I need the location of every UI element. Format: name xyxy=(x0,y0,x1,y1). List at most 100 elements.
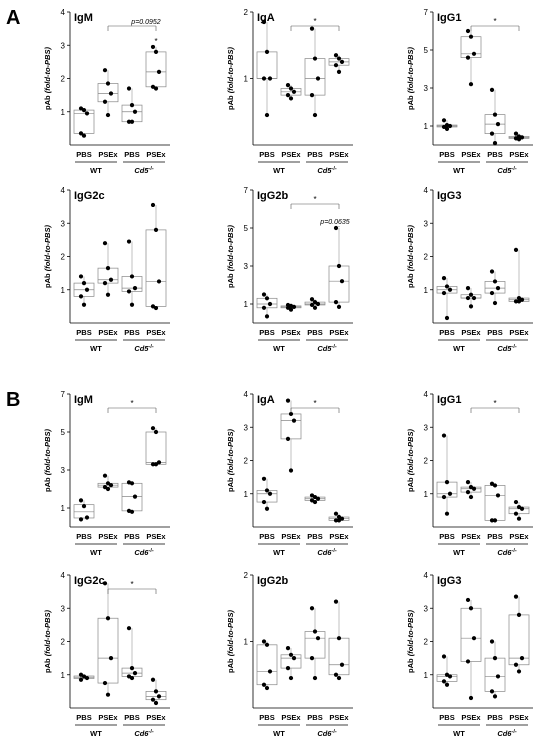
data-point xyxy=(492,112,498,117)
y-tick-label: 1 xyxy=(244,75,249,84)
box-iqr xyxy=(256,644,278,686)
data-point xyxy=(126,626,132,631)
group-label: Cd6-/- xyxy=(317,548,337,557)
y-tick-label: 3 xyxy=(424,84,429,93)
data-point xyxy=(492,656,498,661)
group-label-gene: Cd6 xyxy=(317,729,332,738)
data-point xyxy=(150,44,156,50)
data-point xyxy=(492,483,498,488)
x-category-label: PSEx xyxy=(146,328,166,337)
group-label-gene: Cd5 xyxy=(134,344,149,353)
data-point xyxy=(513,131,519,136)
data-point xyxy=(447,123,453,129)
data-point xyxy=(102,68,108,73)
data-point xyxy=(441,276,447,281)
box-iqr xyxy=(460,607,482,662)
y-tick-label: 3 xyxy=(424,423,429,432)
data-point xyxy=(441,290,447,296)
y-tick-label: 7 xyxy=(61,390,66,399)
data-point xyxy=(288,675,294,681)
data-point xyxy=(126,119,132,124)
group-label-gene: Cd6 xyxy=(497,729,512,738)
data-point xyxy=(489,639,495,644)
data-point xyxy=(489,131,495,136)
data-point xyxy=(156,69,162,74)
data-point xyxy=(150,462,156,467)
x-category-label: PSEx xyxy=(509,532,529,541)
data-point xyxy=(513,511,519,516)
data-point xyxy=(288,411,294,417)
group-label: WT xyxy=(90,548,102,557)
group-label: Cd5-/- xyxy=(134,344,154,353)
box-iqr xyxy=(256,51,278,79)
data-point xyxy=(468,292,474,297)
group-label-superscript: -/- xyxy=(148,344,153,350)
chart-b-igm: IgM 1 3 5 7 pAb (fold-to-PBS) PBS PSEx PBS PSEx WT… xyxy=(43,390,170,557)
group-label: WT xyxy=(453,729,465,738)
group-label-gene: Cd6 xyxy=(497,548,512,557)
data-point xyxy=(285,436,291,441)
data-point xyxy=(309,606,315,611)
data-point xyxy=(309,297,315,302)
data-point xyxy=(84,675,90,681)
y-tick-label: 1 xyxy=(61,286,66,295)
data-point xyxy=(489,689,495,694)
data-point xyxy=(264,296,270,301)
data-point xyxy=(129,302,135,307)
y-tick-label: 4 xyxy=(424,571,429,580)
data-point xyxy=(444,682,450,687)
data-point xyxy=(78,677,84,682)
y-tick-label: 3 xyxy=(424,219,429,228)
data-point xyxy=(513,247,519,252)
group-label-gene: Cd6 xyxy=(317,548,332,557)
y-axis-label: pAb (fold-to-PBS) xyxy=(226,610,235,673)
chart-a-iga: IgA 1 2 pAb (fold-to-PBS) PBS PSEx PBS PSEx WT Cd… xyxy=(226,8,353,175)
x-category-label: PBS xyxy=(124,532,139,541)
group-label: Cd6-/- xyxy=(134,548,154,557)
chart-title: IgG2b xyxy=(257,575,288,587)
y-axis-label: pAb (fold-to-PBS) xyxy=(406,225,415,288)
data-point xyxy=(516,612,522,618)
x-category-label: PBS xyxy=(439,328,454,337)
data-point xyxy=(126,86,132,91)
data-point xyxy=(81,133,87,138)
group-label: Cd5-/- xyxy=(317,344,337,353)
y-tick-label: 3 xyxy=(61,604,66,613)
data-point xyxy=(336,263,342,269)
data-point xyxy=(312,112,318,118)
group-label-superscript: -/- xyxy=(511,344,516,350)
data-point xyxy=(78,274,84,279)
y-tick-label: 3 xyxy=(61,219,66,228)
data-point xyxy=(105,692,111,697)
y-tick-label: 1 xyxy=(424,286,429,295)
data-point xyxy=(336,56,342,61)
box-iqr xyxy=(145,229,167,307)
y-tick-label: 2 xyxy=(61,253,66,262)
x-category-label: PBS xyxy=(487,713,502,722)
data-point xyxy=(291,304,297,309)
data-point xyxy=(336,304,342,309)
panel-label-b: B xyxy=(6,389,20,411)
data-point xyxy=(471,636,477,641)
data-point xyxy=(468,82,474,87)
box-iqr xyxy=(97,617,119,684)
group-label: WT xyxy=(273,729,285,738)
data-point xyxy=(264,488,270,493)
group-label-superscript: -/- xyxy=(511,729,516,735)
y-tick-label: 4 xyxy=(424,390,429,399)
data-point xyxy=(261,292,267,297)
data-point xyxy=(102,241,108,246)
data-point xyxy=(465,285,471,291)
data-point xyxy=(153,305,159,311)
chart-b-igg2c: IgG2c 1 2 3 4 pAb (fold-to-PBS) PBS PSEx PBS PSEx… xyxy=(43,571,170,738)
data-point xyxy=(264,112,270,118)
y-tick-label: 1 xyxy=(61,108,66,117)
data-point xyxy=(285,646,291,651)
group-label: Cd5-/- xyxy=(497,344,517,353)
data-point xyxy=(339,279,345,284)
data-point xyxy=(465,28,471,34)
data-point xyxy=(489,87,495,92)
data-point xyxy=(468,606,474,611)
data-point xyxy=(336,518,342,523)
